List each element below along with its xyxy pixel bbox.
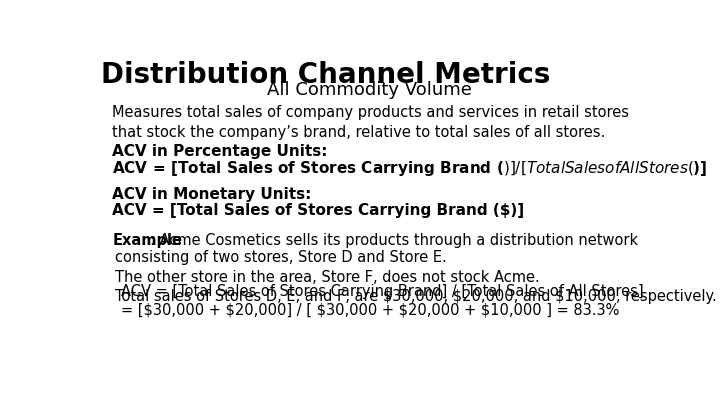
Text: ACV = [Total Sales of Stores Carrying Brand ($)]: ACV = [Total Sales of Stores Carrying Br… (112, 203, 524, 218)
Text: Measures total sales of company products and services in retail stores
that stoc: Measures total sales of company products… (112, 105, 629, 140)
Text: consisting of two stores, Store D and Store E.
The other store in the area, Stor: consisting of two stores, Store D and St… (115, 250, 717, 304)
Text: ACV = [Total Sales of Stores Carrying Brand ($)] / [Total Sales of All Stores ($: ACV = [Total Sales of Stores Carrying Br… (112, 159, 708, 178)
Text: Distribution Channel Metrics: Distribution Channel Metrics (101, 61, 551, 89)
Text: All Commodity Volume: All Commodity Volume (266, 81, 472, 99)
Text: ACV = [Total Sales of Stores Carrying Brand] / [Total Sales of All Stores]: ACV = [Total Sales of Stores Carrying Br… (121, 284, 643, 299)
Text: Example: Example (112, 232, 182, 247)
Text: : Acme Cosmetics sells its products through a distribution network: : Acme Cosmetics sells its products thro… (150, 232, 639, 247)
Text: ACV in Monetary Units:: ACV in Monetary Units: (112, 188, 312, 202)
Text: ACV in Percentage Units:: ACV in Percentage Units: (112, 144, 328, 159)
Text: © Stephan Sorger 2015:  www.stephansorger.com; Marketing Analytics: Distribution: © Stephan Sorger 2015: www.stephansorger… (99, 387, 621, 401)
Text: = [$30,000 + $20,000] / [ $30,000 + $20,000 + $10,000 ] = 83.3%: = [$30,000 + $20,000] / [ $30,000 + $20,… (121, 303, 619, 318)
